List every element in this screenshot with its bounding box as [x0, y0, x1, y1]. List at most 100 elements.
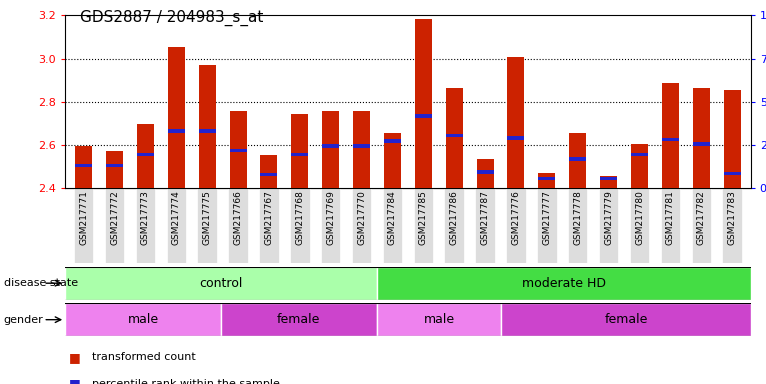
Text: GSM217767: GSM217767: [264, 190, 273, 245]
Bar: [414, 188, 433, 263]
Bar: [136, 188, 155, 263]
Text: GSM217782: GSM217782: [697, 190, 705, 245]
Bar: [692, 88, 710, 188]
Text: male: male: [424, 313, 454, 326]
Bar: [230, 111, 247, 188]
Bar: [106, 151, 123, 188]
Text: GSM217784: GSM217784: [388, 190, 397, 245]
Bar: [106, 164, 123, 167]
Bar: [502, 303, 751, 336]
Text: GSM217777: GSM217777: [542, 190, 552, 245]
Bar: [105, 188, 124, 263]
Bar: [476, 159, 493, 188]
Text: GSM217780: GSM217780: [635, 190, 644, 245]
Text: GSM217768: GSM217768: [296, 190, 304, 245]
Text: GSM217775: GSM217775: [203, 190, 211, 245]
Bar: [75, 164, 92, 167]
Text: GSM217779: GSM217779: [604, 190, 613, 245]
Bar: [352, 188, 372, 263]
Text: male: male: [127, 313, 159, 326]
Text: disease state: disease state: [4, 278, 78, 288]
Bar: [168, 47, 185, 188]
Bar: [506, 188, 525, 263]
Bar: [415, 18, 432, 188]
Bar: [537, 188, 557, 263]
Bar: [137, 153, 154, 156]
Text: GSM217787: GSM217787: [480, 190, 489, 245]
Bar: [290, 188, 309, 263]
Text: ■: ■: [69, 351, 80, 364]
Text: GSM217770: GSM217770: [357, 190, 366, 245]
Bar: [322, 111, 339, 188]
Text: GSM217778: GSM217778: [573, 190, 582, 245]
Bar: [446, 88, 463, 188]
Bar: [692, 142, 710, 146]
Bar: [198, 129, 216, 132]
Text: transformed count: transformed count: [92, 352, 195, 362]
Bar: [724, 90, 741, 188]
Bar: [722, 188, 742, 263]
Bar: [384, 133, 401, 188]
Bar: [630, 188, 650, 263]
Text: female: female: [277, 313, 320, 326]
Bar: [476, 170, 493, 174]
Bar: [631, 144, 648, 188]
Bar: [508, 58, 525, 188]
Bar: [168, 129, 185, 132]
Bar: [260, 155, 277, 188]
Bar: [353, 144, 370, 148]
Bar: [600, 177, 617, 180]
Text: GSM217786: GSM217786: [450, 190, 459, 245]
Bar: [198, 188, 217, 263]
Bar: [538, 177, 555, 180]
Bar: [662, 138, 679, 141]
Bar: [446, 134, 463, 137]
Bar: [221, 303, 377, 336]
Bar: [353, 111, 370, 188]
Bar: [384, 139, 401, 143]
Bar: [198, 65, 216, 188]
Text: GSM217773: GSM217773: [141, 190, 150, 245]
Bar: [321, 188, 340, 263]
Bar: [65, 303, 221, 336]
Bar: [228, 188, 247, 263]
Bar: [692, 188, 711, 263]
Bar: [322, 144, 339, 148]
Bar: [377, 267, 751, 300]
Bar: [291, 114, 308, 188]
Text: gender: gender: [4, 314, 44, 325]
Bar: [538, 174, 555, 188]
Bar: [377, 303, 502, 336]
Bar: [444, 188, 464, 263]
Bar: [291, 153, 308, 156]
Text: GDS2887 / 204983_s_at: GDS2887 / 204983_s_at: [80, 10, 264, 26]
Bar: [415, 114, 432, 118]
Bar: [65, 267, 377, 300]
Text: GSM217783: GSM217783: [728, 190, 737, 245]
Bar: [631, 153, 648, 156]
Text: moderate HD: moderate HD: [522, 277, 606, 290]
Text: GSM217785: GSM217785: [419, 190, 428, 245]
Bar: [259, 188, 279, 263]
Text: GSM217781: GSM217781: [666, 190, 675, 245]
Bar: [476, 188, 495, 263]
Bar: [383, 188, 402, 263]
Bar: [75, 146, 92, 188]
Text: GSM217766: GSM217766: [234, 190, 243, 245]
Bar: [74, 188, 93, 263]
Bar: [660, 188, 680, 263]
Text: GSM217771: GSM217771: [79, 190, 88, 245]
Text: GSM217772: GSM217772: [110, 190, 119, 245]
Bar: [600, 176, 617, 188]
Text: female: female: [604, 313, 648, 326]
Bar: [569, 157, 586, 161]
Text: GSM217769: GSM217769: [326, 190, 336, 245]
Bar: [724, 172, 741, 175]
Bar: [599, 188, 618, 263]
Bar: [508, 136, 525, 140]
Bar: [137, 124, 154, 188]
Bar: [662, 83, 679, 188]
Text: GSM217774: GSM217774: [172, 190, 181, 245]
Text: control: control: [199, 277, 243, 290]
Bar: [166, 188, 186, 263]
